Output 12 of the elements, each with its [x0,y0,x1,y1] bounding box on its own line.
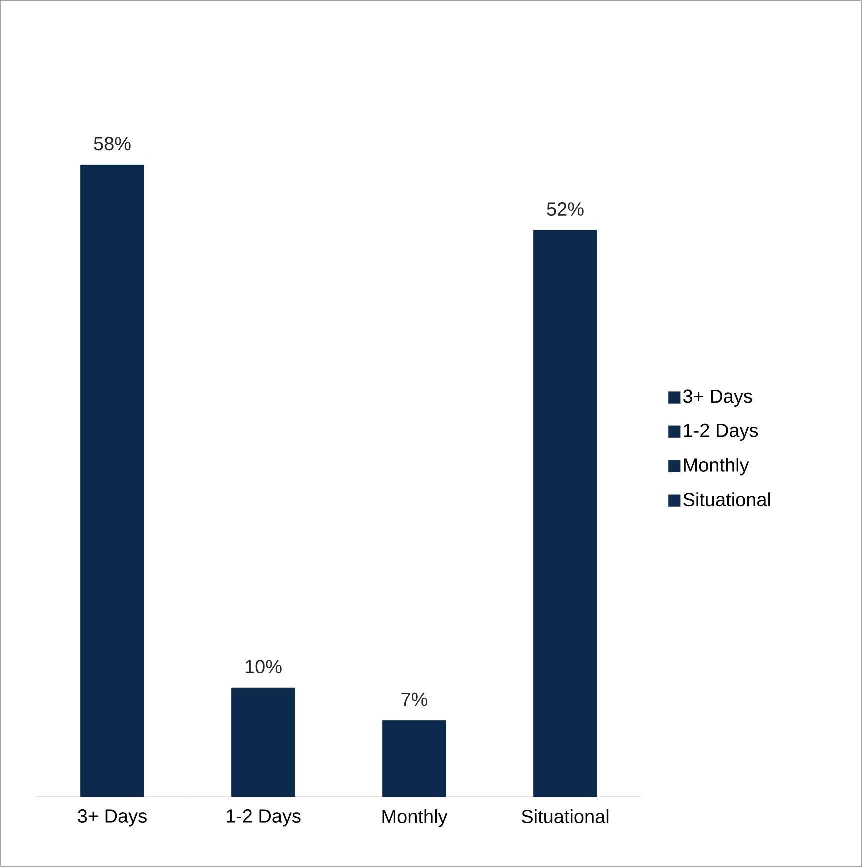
x-tick-label: 1-2 Days [226,810,301,827]
legend-label: 1-2 Days [684,424,758,442]
legend-label: Monthly [684,458,750,476]
data-label: 58% [94,137,131,151]
x-tick-label: Situational [522,810,609,824]
legend-label: 3+ Days [683,390,752,407]
x-tick-label: Monthly [382,810,448,828]
legend-label: Situational [684,492,770,507]
x-tick-label: 3+ Days [78,810,147,827]
data-label: 52% [547,202,584,216]
data-label: 7% [402,692,428,706]
data-label: 10% [246,660,282,674]
